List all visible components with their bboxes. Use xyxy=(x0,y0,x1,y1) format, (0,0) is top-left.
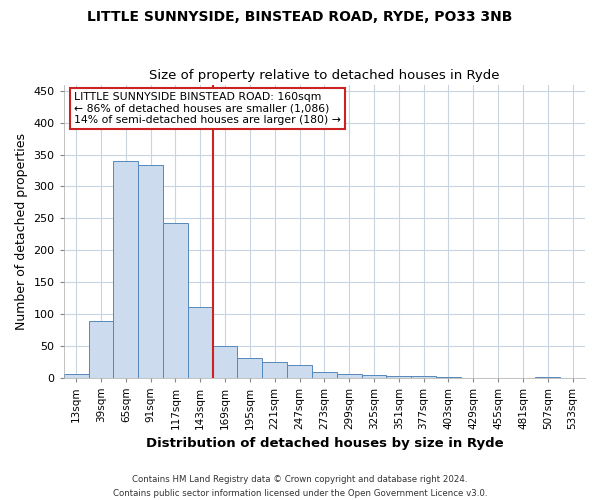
Y-axis label: Number of detached properties: Number of detached properties xyxy=(15,132,28,330)
Bar xyxy=(238,358,262,378)
Text: Contains HM Land Registry data © Crown copyright and database right 2024.
Contai: Contains HM Land Registry data © Crown c… xyxy=(113,476,487,498)
Bar xyxy=(212,346,238,378)
Bar xyxy=(89,322,113,378)
X-axis label: Distribution of detached houses by size in Ryde: Distribution of detached houses by size … xyxy=(146,437,503,450)
Bar xyxy=(64,374,89,378)
Bar xyxy=(362,375,386,378)
Text: LITTLE SUNNYSIDE, BINSTEAD ROAD, RYDE, PO33 3NB: LITTLE SUNNYSIDE, BINSTEAD ROAD, RYDE, P… xyxy=(88,10,512,24)
Bar xyxy=(188,308,212,378)
Bar xyxy=(337,374,362,378)
Bar xyxy=(113,161,138,378)
Bar xyxy=(436,377,461,378)
Bar xyxy=(312,372,337,378)
Bar xyxy=(386,376,411,378)
Text: LITTLE SUNNYSIDE BINSTEAD ROAD: 160sqm
← 86% of detached houses are smaller (1,0: LITTLE SUNNYSIDE BINSTEAD ROAD: 160sqm ←… xyxy=(74,92,341,125)
Bar xyxy=(163,223,188,378)
Bar xyxy=(535,377,560,378)
Bar xyxy=(287,366,312,378)
Title: Size of property relative to detached houses in Ryde: Size of property relative to detached ho… xyxy=(149,69,500,82)
Bar xyxy=(138,166,163,378)
Bar xyxy=(411,376,436,378)
Bar xyxy=(262,362,287,378)
